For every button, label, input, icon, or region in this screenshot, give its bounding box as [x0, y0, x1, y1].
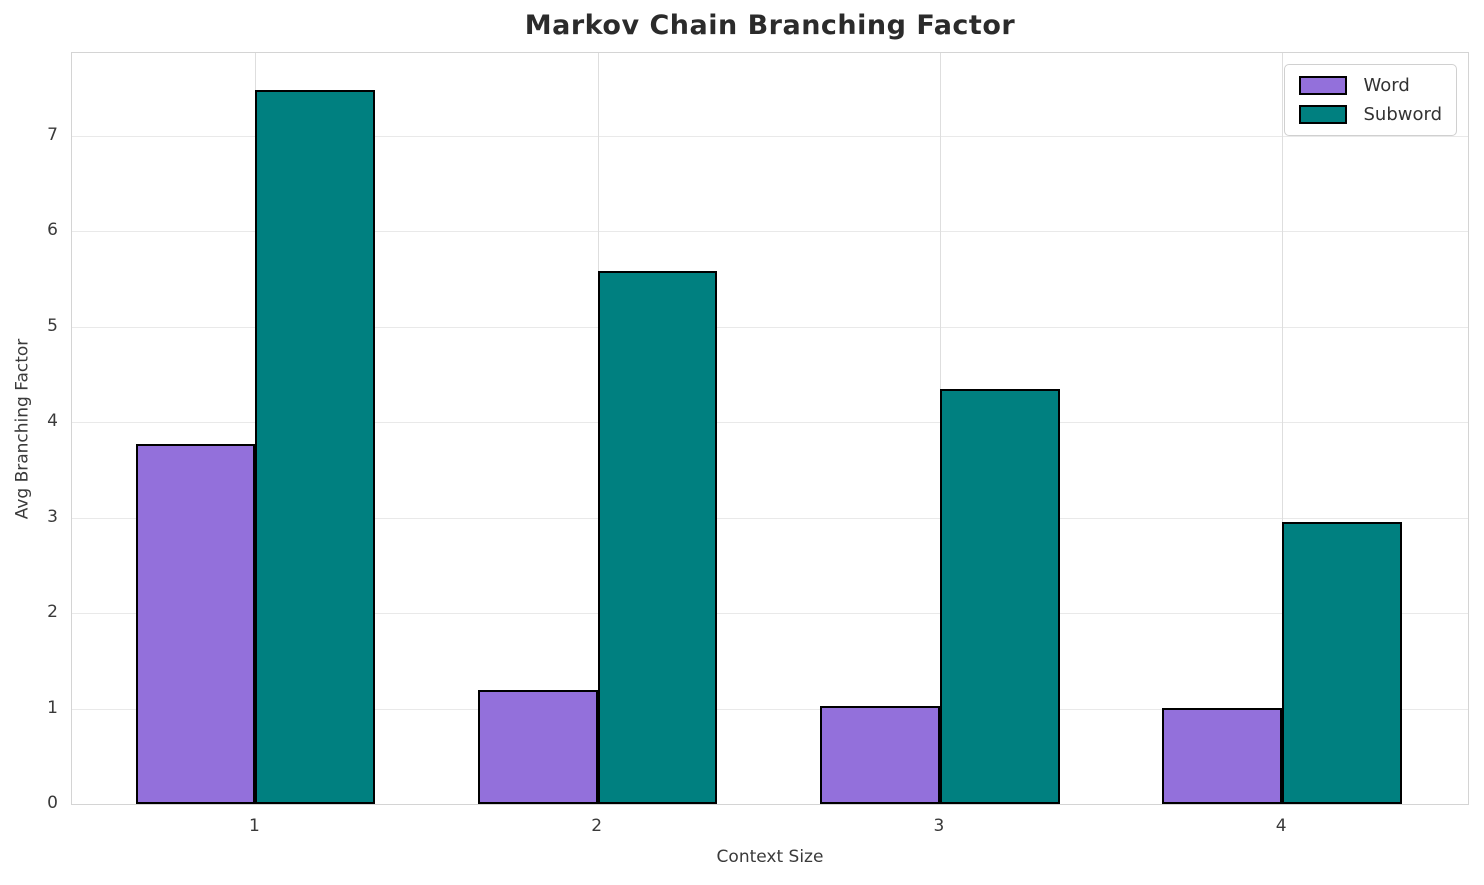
gridline-horizontal [72, 231, 1468, 233]
bar-word-1 [135, 444, 256, 804]
gridline-vertical [1282, 53, 1284, 804]
bar-word-3 [820, 705, 940, 804]
bar-subword-1 [255, 90, 376, 804]
y-tick-label: 2 [47, 602, 58, 623]
legend-item-subword: Subword [1299, 104, 1442, 125]
y-tick-label: 5 [47, 315, 58, 336]
gridline-horizontal [72, 136, 1468, 138]
legend-swatch [1299, 105, 1348, 124]
bar-subword-4 [1282, 522, 1402, 804]
gridline-horizontal [72, 613, 1468, 615]
gridline-horizontal [72, 708, 1468, 710]
bar-subword-2 [597, 270, 718, 804]
y-tick-label: 1 [47, 697, 58, 718]
chart-title: Markov Chain Branching Factor [524, 10, 1016, 41]
y-tick-label: 6 [47, 220, 58, 241]
y-tick-label: 7 [47, 125, 58, 146]
x-tick-label: 1 [249, 816, 260, 836]
legend-label: Subword [1363, 104, 1442, 125]
bar-subword-3 [939, 388, 1060, 804]
gridline-horizontal [72, 422, 1468, 424]
bar-word-2 [477, 690, 598, 804]
plot-area: Word Subword [71, 52, 1469, 805]
gridline-horizontal [72, 326, 1468, 328]
x-tick-label: 3 [933, 816, 945, 836]
bar-word-4 [1162, 707, 1283, 804]
y-tick-label: 0 [47, 793, 58, 813]
legend-swatch [1299, 76, 1348, 95]
legend-label: Word [1363, 75, 1410, 96]
y-tick-label: 4 [47, 411, 58, 432]
y-tick-label: 3 [47, 506, 58, 527]
x-axis-label: Context Size [716, 847, 824, 867]
x-tick-label: 4 [1275, 816, 1287, 836]
x-tick-label: 2 [591, 816, 603, 836]
legend-item-word: Word [1299, 75, 1442, 96]
gridline-horizontal [72, 517, 1468, 519]
legend: Word Subword [1284, 64, 1457, 136]
